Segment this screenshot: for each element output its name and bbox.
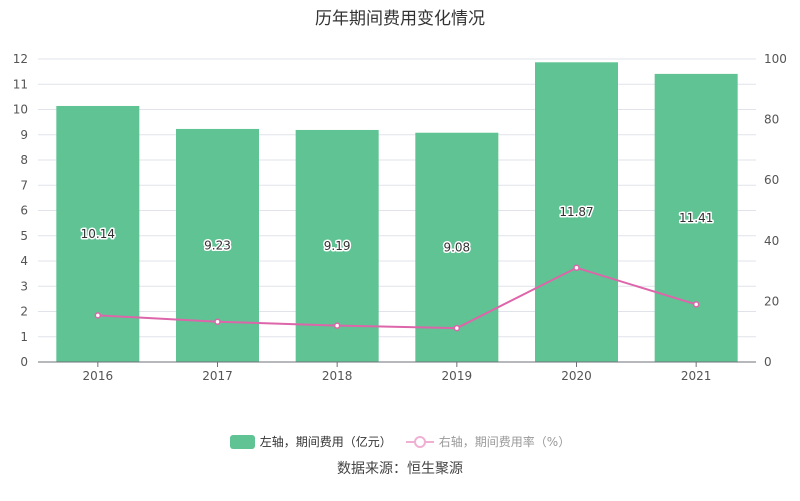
left-tick-label: 11	[13, 77, 28, 91]
left-tick-label: 4	[20, 254, 28, 268]
rate-point	[573, 264, 580, 272]
x-tick-label: 2018	[322, 369, 353, 383]
legend-bar-swatch	[229, 434, 255, 449]
x-tick-label: 2017	[202, 369, 233, 383]
bar-value-label: 9.08	[443, 240, 470, 254]
right-tick-label: 60	[764, 173, 779, 187]
rate-point	[333, 322, 341, 329]
legend-item-expense[interactable]: 左轴，期间费用（亿元）	[229, 433, 392, 450]
rate-point	[94, 312, 102, 319]
bar-value-label: 11.87	[559, 205, 593, 219]
left-tick-label: 1	[20, 330, 28, 344]
left-tick-label: 10	[13, 103, 28, 117]
bar	[535, 62, 618, 362]
chart-title: 历年期间费用变化情况	[315, 9, 485, 29]
rate-point	[692, 301, 700, 308]
legend-label: 右轴，期间费用率（%）	[438, 435, 571, 449]
bar-value-label: 11.41	[679, 211, 713, 225]
data-source: 数据来源：恒生聚源	[337, 461, 463, 477]
right-tick-label: 20	[764, 294, 779, 308]
left-tick-label: 3	[20, 279, 28, 293]
bar-value-label: 9.19	[324, 239, 351, 253]
x-tick-label: 2016	[83, 369, 114, 383]
bar	[56, 105, 140, 362]
legend-label: 左轴，期间费用（亿元）	[259, 435, 392, 449]
legend-item-rate[interactable]: 右轴，期间费用率（%）	[405, 433, 571, 450]
left-tick-label: 6	[20, 204, 28, 218]
rate-line	[97, 266, 697, 330]
left-tick-label: 12	[13, 52, 28, 66]
rate-point	[453, 324, 461, 332]
rate-point	[214, 318, 221, 325]
left-tick-label: 5	[20, 229, 28, 243]
legend: 左轴，期间费用（亿元） 右轴，期间费用率（%）	[0, 433, 800, 450]
x-tick-label: 2020	[561, 369, 592, 383]
right-tick-label: 40	[764, 234, 779, 248]
left-tick-label: 8	[20, 153, 28, 167]
left-tick-label: 9	[20, 128, 28, 142]
right-tick-label: 100	[764, 52, 787, 66]
x-tick-label: 2021	[681, 369, 712, 383]
legend-line-swatch	[405, 435, 434, 448]
right-tick-label: 80	[764, 113, 779, 127]
bar-value-label: 10.14	[81, 227, 115, 241]
left-tick-label: 7	[20, 178, 28, 192]
right-tick-label: 0	[764, 355, 772, 369]
left-tick-label: 0	[20, 355, 28, 369]
left-tick-label: 2	[20, 305, 28, 319]
x-tick-label: 2019	[442, 369, 473, 383]
bar	[654, 73, 738, 363]
bar-value-label: 9.23	[204, 238, 231, 252]
bar	[415, 132, 499, 362]
